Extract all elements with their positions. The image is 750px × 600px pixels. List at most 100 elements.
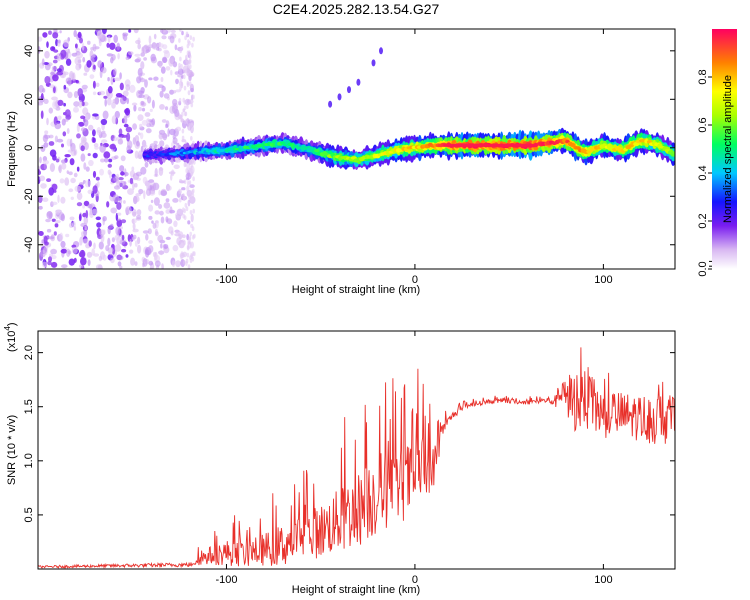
noise-speck (160, 190, 168, 197)
noise-speck (83, 162, 87, 170)
noise-speck (78, 251, 85, 258)
noise-speck (163, 202, 171, 209)
noise-speck (107, 169, 112, 175)
noise-speck (145, 128, 152, 134)
noise-speck (143, 144, 148, 149)
noise-speck (109, 42, 116, 50)
noise-speck (61, 143, 64, 148)
noise-speck (179, 56, 182, 62)
noise-speck (64, 154, 71, 158)
noise-speck (38, 205, 43, 210)
noise-speck (187, 220, 191, 225)
noise-speck (46, 178, 52, 183)
noise-speck (91, 208, 98, 215)
noise-speck (114, 155, 119, 160)
noise-speck (192, 94, 195, 100)
noise-speck (54, 211, 60, 220)
noise-speck (133, 104, 137, 112)
noise-speck (170, 69, 173, 76)
noise-speck (160, 216, 165, 224)
noise-speck (106, 201, 110, 208)
noise-speck (42, 88, 46, 93)
noise-speck (149, 266, 153, 269)
noise-speck (154, 210, 160, 215)
noise-speck (87, 153, 91, 157)
noise-speck (101, 130, 106, 134)
noise-speck (71, 246, 78, 254)
noise-speck (96, 181, 100, 188)
noise-speck (92, 170, 97, 178)
snr-axes: -100 0 100 0.5 1.0 1.5 2.0 (23, 331, 675, 586)
noise-speck (158, 166, 164, 176)
noise-speck (53, 231, 57, 236)
noise-speck (134, 261, 138, 266)
noise-speck (140, 145, 144, 153)
noise-speck (65, 233, 70, 238)
noise-speck (99, 144, 106, 153)
noise-speck (112, 98, 118, 104)
noise-speck (98, 241, 104, 250)
noise-speck (85, 210, 89, 219)
noise-speck (79, 37, 83, 44)
noise-speck (60, 196, 66, 204)
noise-speck (52, 46, 55, 51)
noise-speck (165, 66, 171, 71)
noise-speck (50, 248, 57, 255)
noise-speck (127, 188, 134, 196)
snr-panel: -100 0 100 0.5 1.0 1.5 2.0 Height of straight … (3, 322, 676, 596)
noise-speck (63, 102, 66, 107)
noise-speck (161, 56, 167, 63)
y-tick-label: -20 (23, 188, 35, 204)
noise-speck (180, 115, 183, 121)
noise-speck (189, 184, 195, 189)
colorbar-label: Normalized spectral amplitude (722, 75, 734, 223)
noise-speck (105, 245, 110, 252)
noise-speck (119, 82, 124, 91)
noise-speck (115, 226, 121, 236)
noise-speck (107, 237, 111, 247)
noise-speck (73, 106, 79, 113)
noise-speck (101, 29, 107, 35)
noise-speck (144, 112, 151, 117)
noise-speck (160, 77, 164, 82)
x-tick-label: 0 (412, 274, 418, 286)
noise-speck (136, 209, 142, 216)
noise-speck (158, 204, 163, 209)
noise-speck (123, 200, 126, 204)
noise-speck (183, 105, 187, 111)
x-tick-label: 100 (594, 274, 612, 286)
noise-speck (191, 42, 194, 48)
noise-speck (87, 189, 93, 195)
noise-speck (183, 100, 187, 105)
noise-speck (103, 95, 108, 99)
noise-speck (188, 40, 191, 46)
noise-speck (169, 35, 175, 44)
noise-speck (110, 257, 115, 264)
noise-speck (49, 163, 56, 172)
noise-speck (83, 72, 88, 76)
noise-speck (124, 172, 129, 177)
noise-speck (63, 84, 67, 90)
noise-speck (145, 188, 152, 196)
noise-speck (181, 128, 185, 134)
noise-speck (101, 139, 108, 144)
noise-speck (78, 182, 85, 186)
noise-speck (83, 119, 89, 127)
noise-speck (101, 67, 107, 74)
noise-speck (76, 52, 83, 59)
y-tick-label: 1.5 (23, 399, 35, 414)
noise-speck (107, 86, 113, 94)
noise-speck (139, 123, 143, 129)
spectrogram-marks (38, 29, 675, 269)
noise-speck (82, 238, 89, 244)
noise-speck (100, 158, 105, 163)
noise-speck (141, 107, 146, 112)
noise-speck (164, 50, 170, 59)
noise-speck (190, 213, 194, 223)
noise-speck (111, 237, 115, 243)
noise-speck (140, 132, 144, 140)
spectrogram-ylabel: Frequency (Hz) (6, 111, 18, 187)
noise-speck (130, 257, 136, 266)
noise-speck (80, 145, 85, 152)
noise-speck (113, 34, 118, 44)
